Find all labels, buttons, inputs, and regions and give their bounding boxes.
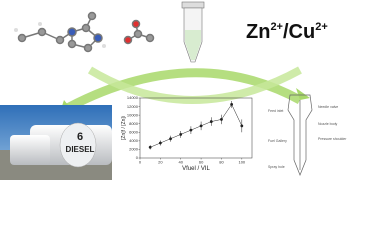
- point: [240, 124, 244, 128]
- graphical-abstract: Zn2+/Cu2+ 6 DIESEL 020004000600080001000…: [0, 1, 347, 180]
- tank-text: DIESEL: [66, 145, 95, 154]
- y-tick-label: 8000: [129, 121, 139, 126]
- formula: Zn2+/Cu2+: [246, 21, 328, 43]
- y-tick-label: 12000: [127, 104, 139, 109]
- x-tick-label: 20: [158, 160, 163, 165]
- nozzle-label: Needle valve: [318, 105, 338, 109]
- point: [199, 124, 203, 128]
- nozzle: [287, 94, 313, 176]
- point: [148, 145, 152, 149]
- formula-part: 2+: [270, 21, 283, 33]
- point: [189, 128, 193, 132]
- nozzle-label: Pressure shoulder: [318, 137, 347, 141]
- x-tick-label: 60: [199, 160, 204, 165]
- nozzle-label: Fuel Gallery: [268, 139, 287, 143]
- plot-area: [139, 97, 253, 159]
- x-tick-label: 80: [219, 160, 224, 165]
- y-tick-label: 6000: [129, 129, 139, 134]
- y-axis-label: [Zn]f / [Zn]i: [121, 116, 127, 140]
- formula-part: 2+: [315, 21, 328, 33]
- point: [158, 141, 162, 145]
- nozzle-label: Nozzle body: [318, 122, 338, 126]
- x-tick-label: 40: [179, 160, 184, 165]
- line: [150, 103, 243, 148]
- formula-part: Zn: [246, 21, 270, 43]
- formula-part: /Cu: [283, 21, 315, 43]
- point: [220, 118, 223, 121]
- y-tick-label: 14000: [127, 95, 139, 100]
- tank-number: 6: [77, 131, 83, 143]
- point: [169, 137, 172, 141]
- point: [209, 120, 213, 123]
- tank-photo: 6 DIESEL: [0, 105, 112, 180]
- x-axis-label: Vfuel / VIL: [182, 166, 210, 172]
- y-tick-label: 2000: [129, 147, 139, 152]
- y-tick-label: 0: [136, 155, 139, 160]
- x-tick-label: 0: [139, 160, 142, 165]
- molecule: [123, 19, 155, 45]
- nozzle-label: Spray hole: [268, 165, 285, 169]
- y-tick-label: 10000: [127, 112, 139, 117]
- y-tick-label: 4000: [129, 138, 139, 143]
- molecule: [14, 11, 106, 53]
- point: [179, 133, 183, 136]
- arrow-head: [296, 88, 310, 100]
- arrow: [87, 66, 302, 104]
- point: [230, 103, 234, 106]
- nozzle-label: Feed inlet: [268, 109, 283, 113]
- tube: [181, 1, 205, 63]
- x-tick-label: 100: [238, 160, 245, 165]
